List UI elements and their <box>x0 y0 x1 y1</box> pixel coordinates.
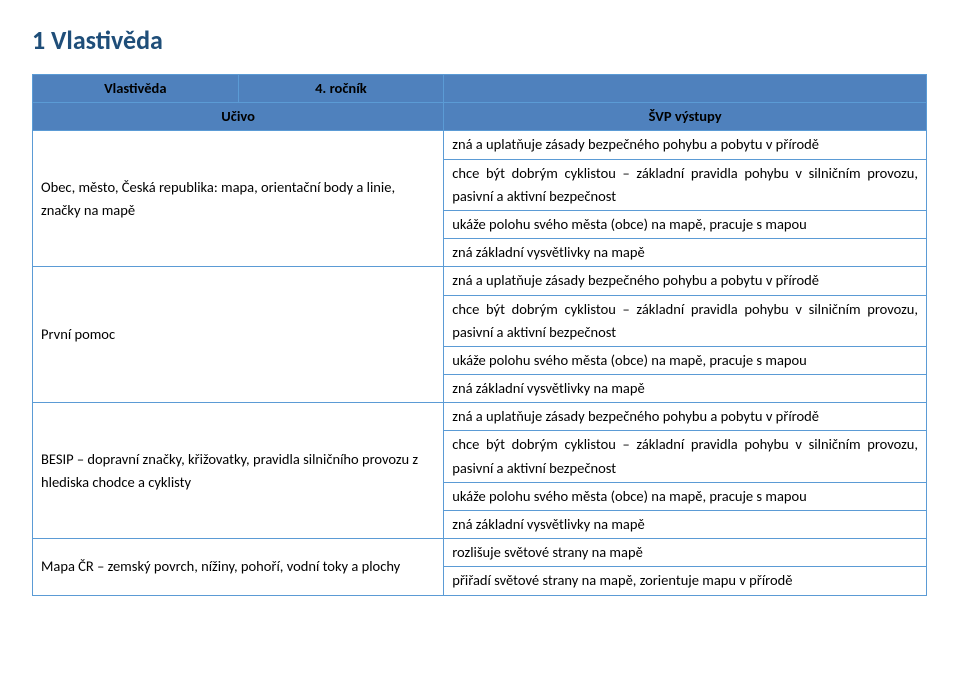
table-header-row-1: Vlastivěda 4. ročník <box>33 75 927 103</box>
table-row: BESIP – dopravní značky, křižovatky, pra… <box>33 403 927 431</box>
output-cell: přiřadí světové strany na mapě, zorientu… <box>444 567 927 595</box>
output-cell: chce být dobrým cyklistou – základní pra… <box>444 295 927 346</box>
output-cell: ukáže polohu svého města (obce) na mapě,… <box>444 346 927 374</box>
topic-cell: Obec, město, Česká republika: mapa, orie… <box>33 131 444 267</box>
header-blank <box>444 75 927 103</box>
output-cell: chce být dobrým cyklistou – základní pra… <box>444 159 927 210</box>
table-row: První pomoc zná a uplatňuje zásady bezpe… <box>33 267 927 295</box>
output-cell: zná a uplatňuje zásady bezpečného pohybu… <box>444 403 927 431</box>
curriculum-table: Vlastivěda 4. ročník Učivo ŠVP výstupy O… <box>32 74 927 596</box>
output-cell: zná základní vysvětlivky na mapě <box>444 375 927 403</box>
topic-cell: První pomoc <box>33 267 444 403</box>
output-cell: ukáže polohu svého města (obce) na mapě,… <box>444 210 927 238</box>
output-cell: zná a uplatňuje zásady bezpečného pohybu… <box>444 267 927 295</box>
output-cell: ukáže polohu svého města (obce) na mapě,… <box>444 482 927 510</box>
output-cell: chce být dobrým cyklistou – základní pra… <box>444 431 927 482</box>
page-title: 1 Vlastivěda <box>32 24 927 56</box>
table-row: Mapa ČR – zemský povrch, nížiny, pohoří,… <box>33 539 927 567</box>
header-ucivo: Učivo <box>33 103 444 131</box>
topic-cell: BESIP – dopravní značky, křižovatky, pra… <box>33 403 444 539</box>
output-cell: zná a uplatňuje zásady bezpečného pohybu… <box>444 131 927 159</box>
header-subject: Vlastivěda <box>33 75 239 103</box>
header-outcomes: ŠVP výstupy <box>444 103 927 131</box>
output-cell: zná základní vysvětlivky na mapě <box>444 511 927 539</box>
table-header-row-2: Učivo ŠVP výstupy <box>33 103 927 131</box>
topic-cell: Mapa ČR – zemský povrch, nížiny, pohoří,… <box>33 539 444 595</box>
output-cell: rozlišuje světové strany na mapě <box>444 539 927 567</box>
header-grade: 4. ročník <box>238 75 444 103</box>
table-row: Obec, město, Česká republika: mapa, orie… <box>33 131 927 159</box>
output-cell: zná základní vysvětlivky na mapě <box>444 239 927 267</box>
